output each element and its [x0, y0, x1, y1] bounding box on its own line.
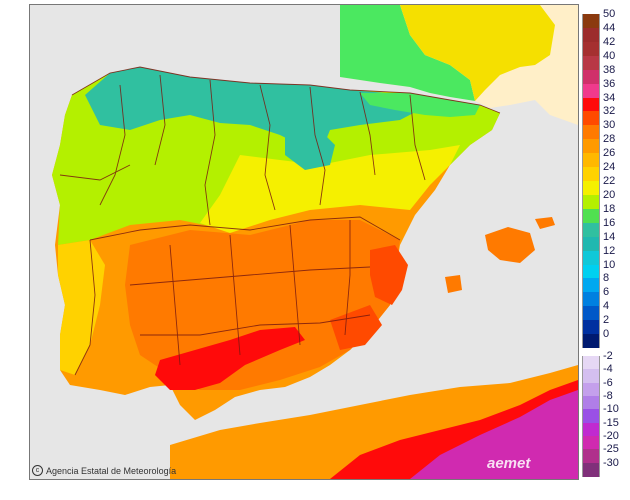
iberian-range-cool: [285, 125, 335, 170]
legend-positive-tick-label: 4: [603, 300, 610, 313]
legend-positive-tick-label: 20: [603, 188, 616, 201]
legend-positive-tick-label: 26: [603, 147, 616, 160]
copyright-icon: c: [32, 465, 43, 476]
legend-positive-swatch: [582, 222, 600, 237]
iberia-north-yellow: [200, 145, 460, 233]
legend-positive-tick-label: 22: [603, 175, 616, 187]
legend-positive-swatch: [582, 111, 600, 126]
legend-negative-tick-label: -20: [603, 430, 619, 442]
legend-positive-swatch: [582, 181, 600, 195]
mallorca-island: [485, 227, 535, 263]
legend-positive-tick-label: 30: [603, 119, 616, 132]
ibiza-island: [445, 275, 462, 293]
legend-positive-swatch: [582, 153, 600, 168]
legend-positive-tick-label: 34: [603, 91, 616, 104]
legend-positive-swatch: [582, 167, 600, 182]
legend-positive-swatch: [582, 250, 600, 265]
legend-positive-tick-label: 12: [603, 244, 616, 257]
legend-negative-swatch: [582, 409, 600, 424]
legend-negative-swatch: [582, 436, 600, 450]
legend-positive-swatch: [582, 278, 600, 293]
murcia-hot-zone: [330, 305, 382, 350]
legend-positive-swatch: [582, 306, 600, 321]
legend-positive-tick-label: 28: [603, 133, 616, 146]
legend-negative-tick-label: -15: [603, 416, 619, 429]
legend-negative-tick-label: -10: [603, 403, 619, 416]
legend-positive-tick-label: 32: [603, 105, 616, 118]
legend-positive-tick-label: 10: [603, 258, 616, 271]
legend-negative-tick-label: -6: [603, 376, 613, 389]
legend-positive-tick-label: 24: [603, 161, 616, 174]
atlas-cold-zone: [410, 390, 578, 479]
aemet-watermark: aemet: [487, 455, 531, 472]
region-borders: [59, 66, 501, 376]
temperature-legend: 50 44 42 40 38 36 34 32 30 28 26 24 22 20 18 16 14 12 10 8 6…: [582, 6, 630, 486]
menorca-island: [535, 217, 555, 229]
legend-positive-tick-label: 2: [603, 314, 610, 327]
france-southwest-temp: [340, 5, 475, 101]
legend-negative-swatch: [582, 396, 600, 410]
legend-negative-tick-label: -2: [603, 350, 613, 362]
legend-positive-swatch: [582, 292, 600, 307]
legend-positive-swatch: [582, 208, 600, 223]
legend-positive-swatch: [582, 236, 600, 251]
legend-negative-swatch: [582, 382, 600, 397]
legend-positive-swatch: [582, 334, 600, 349]
valencia-hot-zone: [370, 245, 408, 305]
legend-negative-tick-label: -30: [603, 456, 619, 469]
legend-positive-tick-label: 40: [603, 49, 616, 62]
legend-positive-swatch: [582, 125, 600, 140]
legend-positive-tick-label: 8: [603, 272, 610, 285]
legend-positive-tick-label: 6: [603, 286, 610, 299]
legend-positive-tick-label: 18: [603, 202, 616, 215]
guadalquivir-hot-zone: [155, 327, 305, 390]
legend-positive-tick-label: 14: [603, 230, 616, 243]
attribution-text: Agencia Estatal de Meteorología: [46, 465, 177, 476]
legend-negative-tick-label: -4: [603, 363, 613, 376]
legend-positive-swatch: [582, 320, 600, 335]
attribution: c Agencia Estatal de Meteorología: [32, 465, 176, 476]
legend-positive-tick-label: 44: [603, 21, 616, 34]
legend-negative-swatch: [582, 462, 600, 477]
legend-positive-tick-label: 42: [603, 35, 616, 48]
legend-positive-tick-label: 50: [603, 8, 616, 20]
france-east-temp: [400, 5, 555, 101]
legend-negative-tick-label: -8: [603, 390, 613, 402]
legend-negative-swatch: [582, 356, 600, 370]
legend-positive-swatch: [582, 264, 600, 279]
legend-negative-swatch: [582, 449, 600, 464]
legend-positive-tick-label: 0: [603, 328, 610, 341]
central-plateau-warm: [125, 220, 400, 390]
legend-positive-swatch: [582, 69, 600, 84]
temperature-map: [29, 4, 579, 480]
legend-negative-tick-label: -25: [603, 443, 619, 456]
pyrenees-cool-zone: [360, 93, 480, 117]
legend-positive-swatch: [582, 194, 600, 209]
legend-positive-tick-label: 38: [603, 63, 616, 76]
legend-positive-swatch: [582, 139, 600, 154]
legend-positive-swatch: [582, 27, 600, 42]
legend-negative-swatch: [582, 422, 600, 437]
legend-positive-tick-label: 36: [603, 77, 616, 90]
legend-positive-swatch: [582, 14, 600, 28]
legend-positive-swatch: [582, 97, 600, 112]
legend-positive-tick-label: 16: [603, 216, 616, 229]
legend-positive-swatch: [582, 83, 600, 98]
map-canvas: [52, 5, 578, 479]
legend-positive-swatch: [582, 41, 600, 56]
legend-negative-swatch: [582, 369, 600, 384]
legend-positive-swatch: [582, 55, 600, 70]
